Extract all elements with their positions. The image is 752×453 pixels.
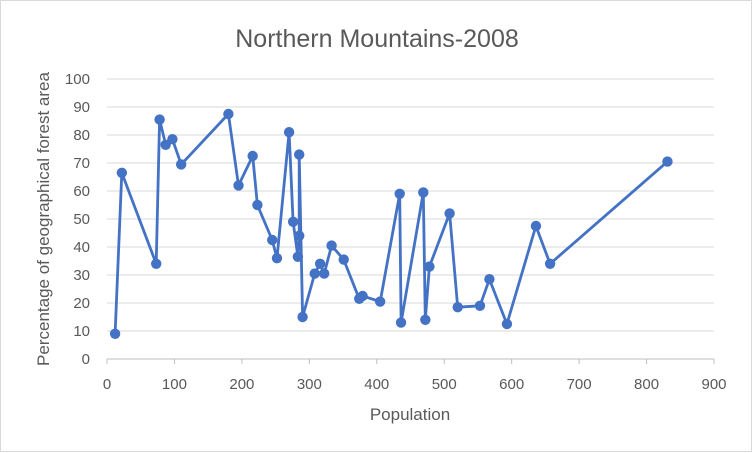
y-tick-label: 60 [73, 183, 90, 200]
data-point [544, 258, 556, 269]
x-tick-label: 300 [297, 376, 322, 393]
data-point [175, 159, 187, 170]
y-tick-label: 70 [73, 155, 90, 172]
x-tick-label: 200 [229, 376, 254, 393]
x-axis-ticks: 0 100 200 300 400 500 600 700 800 900 [103, 359, 727, 393]
data-point [501, 318, 513, 330]
data-point [318, 268, 330, 279]
x-tick-label: 900 [701, 376, 726, 393]
data-point [167, 134, 178, 145]
x-axis-title: Population [370, 405, 450, 424]
data-point [452, 302, 463, 313]
y-tick-label: 10 [73, 323, 90, 340]
data-point [247, 150, 258, 162]
data-point [271, 253, 283, 264]
y-tick-label: 50 [73, 211, 90, 228]
data-point [474, 300, 486, 311]
data-point [424, 261, 435, 272]
x-tick-label: 100 [162, 376, 187, 393]
data-point [662, 156, 673, 167]
data-point [287, 216, 299, 227]
data-point [394, 188, 405, 199]
data-point [530, 220, 542, 232]
y-tick-label: 80 [73, 127, 90, 144]
data-point [297, 311, 308, 323]
data-point [267, 234, 278, 246]
x-tick-label: 600 [499, 376, 524, 393]
data-point [223, 108, 234, 120]
gridlines [107, 78, 714, 332]
data-point [374, 296, 386, 307]
y-tick-label: 0 [82, 351, 90, 368]
y-tick-label: 40 [73, 239, 90, 256]
data-point [309, 268, 320, 279]
data-point [444, 208, 455, 219]
y-axis-title: Percentage of geographical forest area [34, 72, 53, 366]
y-axis-ticks: 0 10 20 30 40 50 60 70 80 90 100 [65, 71, 90, 368]
data-point [154, 114, 165, 125]
x-tick-label: 500 [432, 376, 457, 393]
x-tick-label: 400 [364, 376, 389, 393]
data-point [292, 251, 304, 262]
data-point [484, 274, 495, 285]
data-point [151, 258, 162, 269]
data-point [357, 290, 368, 302]
data-point [395, 317, 407, 328]
data-point [420, 314, 431, 325]
data-point [294, 230, 305, 241]
y-tick-label: 90 [73, 99, 90, 116]
data-point [418, 187, 429, 198]
data-point [314, 258, 326, 269]
x-tick-label: 800 [634, 376, 659, 393]
y-tick-label: 20 [73, 295, 90, 312]
data-point [294, 149, 305, 160]
data-point [109, 328, 121, 339]
chart-title: Northern Mountains-2008 [235, 25, 519, 53]
data-point [233, 180, 244, 191]
x-tick-label: 0 [103, 376, 111, 393]
data-point [116, 167, 128, 178]
y-tick-label: 30 [73, 267, 90, 284]
data-point [283, 127, 295, 138]
data-point [338, 254, 349, 265]
series-line [113, 112, 669, 334]
y-tick-label: 100 [65, 71, 90, 88]
data-point [326, 240, 337, 251]
x-tick-label: 700 [567, 376, 592, 393]
series-forest-area [109, 108, 673, 339]
data-point [252, 199, 263, 211]
